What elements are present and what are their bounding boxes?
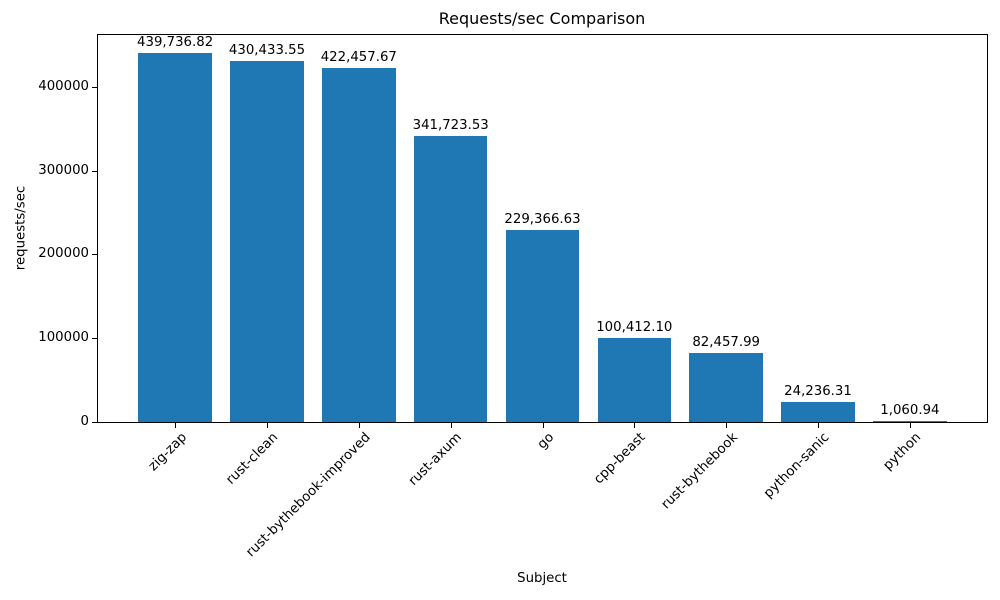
bar-value-label: 100,412.10 (596, 319, 673, 335)
x-tick-mark (726, 423, 728, 428)
x-tick-mark (542, 423, 544, 428)
bar (413, 135, 488, 422)
x-tick-label: python (881, 430, 925, 474)
y-tick-mark (92, 170, 97, 172)
x-tick-label: rust-clean (223, 430, 282, 488)
x-axis-label: Subject (517, 571, 567, 586)
bar-value-label: 24,236.31 (784, 383, 852, 399)
bar (322, 67, 396, 422)
y-tick-mark (92, 86, 97, 88)
y-axis-label: requests/sec (13, 185, 29, 271)
bar-value-label: 341,723.53 (412, 117, 489, 133)
bar-value-label: 229,366.63 (504, 211, 581, 227)
x-tick-mark (818, 423, 819, 428)
bar (781, 401, 855, 422)
x-tick-mark (634, 423, 636, 428)
bar-value-label: 422,457.67 (320, 49, 397, 65)
x-tick-label: zig-zap (145, 430, 190, 475)
bar (597, 337, 672, 422)
y-tick-mark (92, 338, 97, 340)
y-tick-mark (92, 422, 97, 423)
x-tick-mark (358, 423, 360, 428)
bar-value-label: 82,457.99 (692, 334, 761, 350)
bar (505, 229, 580, 422)
x-tick-mark (267, 423, 268, 428)
x-tick-label: go (534, 430, 558, 453)
y-tick-label: 100000 (38, 330, 89, 346)
plot-area: 439,736.82 430,433.55 422,457.67 341,723.53… (97, 34, 988, 423)
y-tick-label: 300000 (38, 162, 89, 178)
y-tick-label: 400000 (38, 78, 89, 94)
x-tick-mark (909, 423, 911, 428)
chart-title: Requests/sec Comparison (438, 9, 646, 28)
x-tick-mark (450, 423, 452, 428)
bar-value-label: 439,736.82 (137, 35, 214, 51)
bar (873, 421, 947, 422)
bar (230, 61, 304, 422)
bar-value-label: 430,433.55 (228, 43, 306, 59)
x-tick-label: python-sanic (761, 430, 833, 502)
y-tick-mark (92, 254, 97, 256)
x-tick-mark (175, 423, 177, 428)
bar (138, 53, 212, 422)
bar (689, 352, 763, 422)
x-tick-label: rust-bythebook (658, 430, 741, 513)
y-tick-label: 200000 (38, 246, 89, 262)
y-tick-label: 0 (80, 414, 89, 429)
x-tick-label: cpp-beast (591, 430, 649, 488)
x-tick-label: rust-axum (406, 430, 466, 489)
bar-value-label: 1,060.94 (880, 403, 940, 418)
